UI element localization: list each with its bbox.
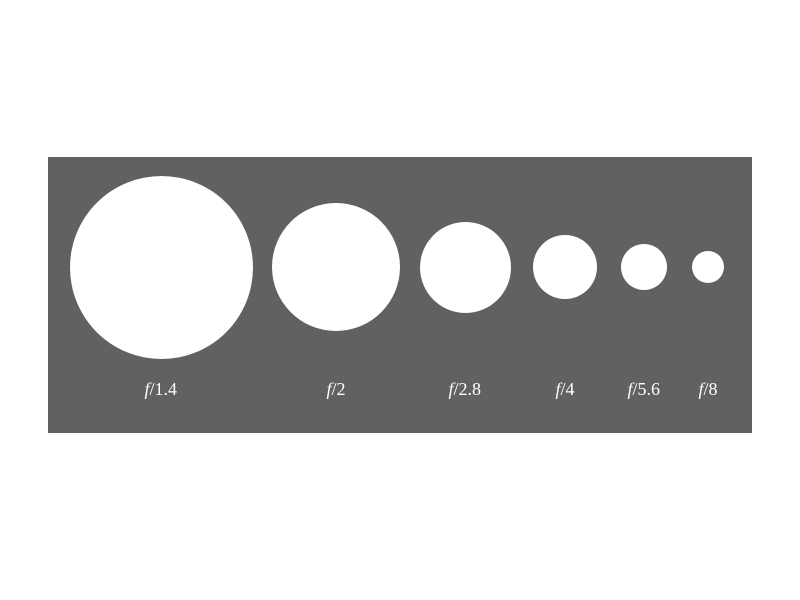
aperture-circle-1 <box>272 203 400 331</box>
aperture-circle-0 <box>70 176 253 359</box>
aperture-label-value-3: /4 <box>561 379 575 399</box>
aperture-label-2: f/2.8 <box>449 379 482 400</box>
aperture-label-0: f/1.4 <box>145 379 178 400</box>
aperture-circle-4 <box>621 244 667 290</box>
aperture-label-4: f/5.6 <box>628 379 661 400</box>
aperture-label-5: f/8 <box>699 379 718 400</box>
aperture-label-value-2: /2.8 <box>454 379 482 399</box>
aperture-label-value-0: /1.4 <box>150 379 178 399</box>
aperture-label-value-5: /8 <box>704 379 718 399</box>
aperture-label-3: f/4 <box>556 379 575 400</box>
aperture-circle-2 <box>420 222 511 313</box>
aperture-label-1: f/2 <box>327 379 346 400</box>
aperture-circle-3 <box>533 235 597 299</box>
aperture-circle-5 <box>692 251 724 283</box>
aperture-label-value-4: /5.6 <box>633 379 661 399</box>
aperture-diagram: f/1.4 f/2 f/2.8 f/4 f/5.6 f/8 <box>48 157 752 433</box>
aperture-label-value-1: /2 <box>332 379 346 399</box>
